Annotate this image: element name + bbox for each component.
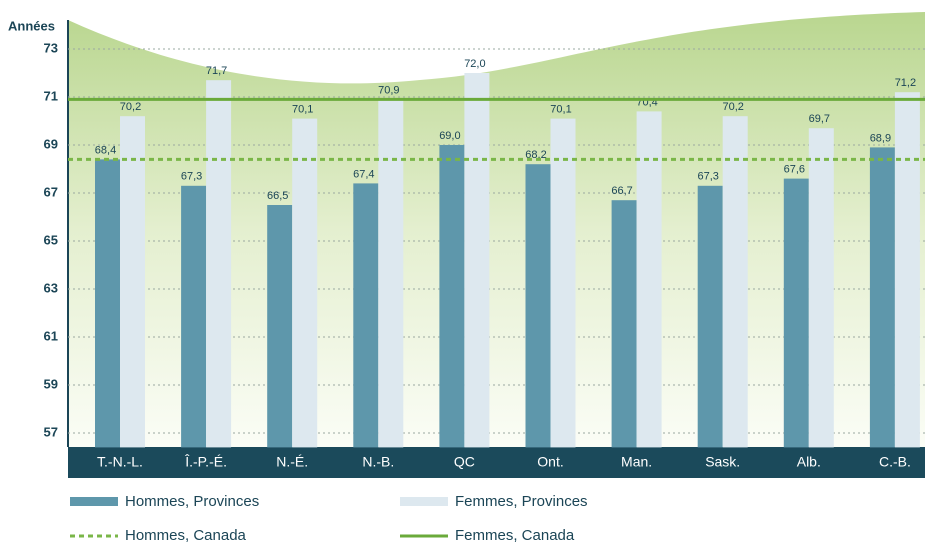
value-label: 71,7 (206, 65, 227, 77)
legend-label: Femmes, Canada (455, 527, 575, 544)
value-label: 70,9 (378, 84, 399, 96)
value-label: 72,0 (464, 58, 485, 70)
bar (353, 183, 379, 448)
bar (95, 159, 120, 448)
legend-swatch (400, 497, 448, 506)
x-tick-label: Ont. (537, 454, 563, 470)
x-tick-label: QC (454, 454, 475, 470)
y-tick-label: 73 (44, 40, 58, 55)
x-tick-label: Alb. (797, 454, 821, 470)
y-tick-label: 71 (44, 88, 58, 103)
bar (550, 118, 576, 448)
value-label: 71,2 (895, 77, 916, 89)
y-tick-label: 57 (44, 424, 58, 439)
bar (808, 128, 834, 448)
bar (267, 205, 293, 448)
value-label: 68,9 (870, 132, 891, 144)
y-axis-label: Années (8, 18, 55, 33)
x-tick-label: C.-B. (879, 454, 911, 470)
bar (722, 116, 748, 448)
y-tick-label: 69 (44, 136, 58, 151)
category-band (68, 447, 925, 478)
value-label: 70,1 (292, 104, 313, 116)
value-label: 69,0 (439, 130, 460, 142)
value-label: 70,2 (120, 101, 141, 113)
x-tick-label: Î.-P.-É. (184, 454, 227, 470)
value-label: 70,1 (550, 104, 571, 116)
bar (869, 147, 895, 448)
x-tick-label: Man. (621, 454, 652, 470)
legend-label: Hommes, Provinces (125, 493, 259, 510)
value-label: 67,6 (784, 164, 805, 176)
bar (783, 178, 809, 448)
value-label: 67,3 (697, 171, 718, 183)
x-tick-label: N.-É. (276, 454, 308, 470)
bar (292, 118, 318, 448)
value-label: 67,4 (353, 168, 374, 180)
value-label: 69,7 (809, 113, 830, 125)
value-label: 66,5 (267, 190, 288, 202)
bar (636, 111, 662, 448)
x-tick-label: T.-N.-L. (97, 454, 143, 470)
y-tick-label: 67 (44, 184, 58, 199)
legend-label: Hommes, Canada (125, 527, 247, 544)
bar (894, 92, 920, 448)
bar (464, 73, 490, 448)
legend-label: Femmes, Provinces (455, 493, 588, 510)
value-label: 67,3 (181, 171, 202, 183)
y-tick-label: 65 (44, 232, 58, 247)
x-tick-label: Sask. (705, 454, 740, 470)
value-label: 68,4 (95, 144, 116, 156)
y-tick-label: 59 (44, 376, 58, 391)
bar (181, 185, 207, 448)
bar (120, 116, 145, 448)
bar (525, 164, 551, 448)
bar (697, 185, 723, 448)
y-tick-label: 63 (44, 280, 58, 295)
bar (611, 200, 637, 448)
bar (439, 145, 465, 448)
x-tick-label: N.-B. (362, 454, 394, 470)
legend-swatch (70, 497, 118, 506)
value-label: 70,2 (722, 101, 743, 113)
bar (206, 80, 232, 448)
value-label: 66,7 (611, 185, 632, 197)
bar (378, 99, 404, 448)
y-tick-label: 61 (44, 328, 58, 343)
